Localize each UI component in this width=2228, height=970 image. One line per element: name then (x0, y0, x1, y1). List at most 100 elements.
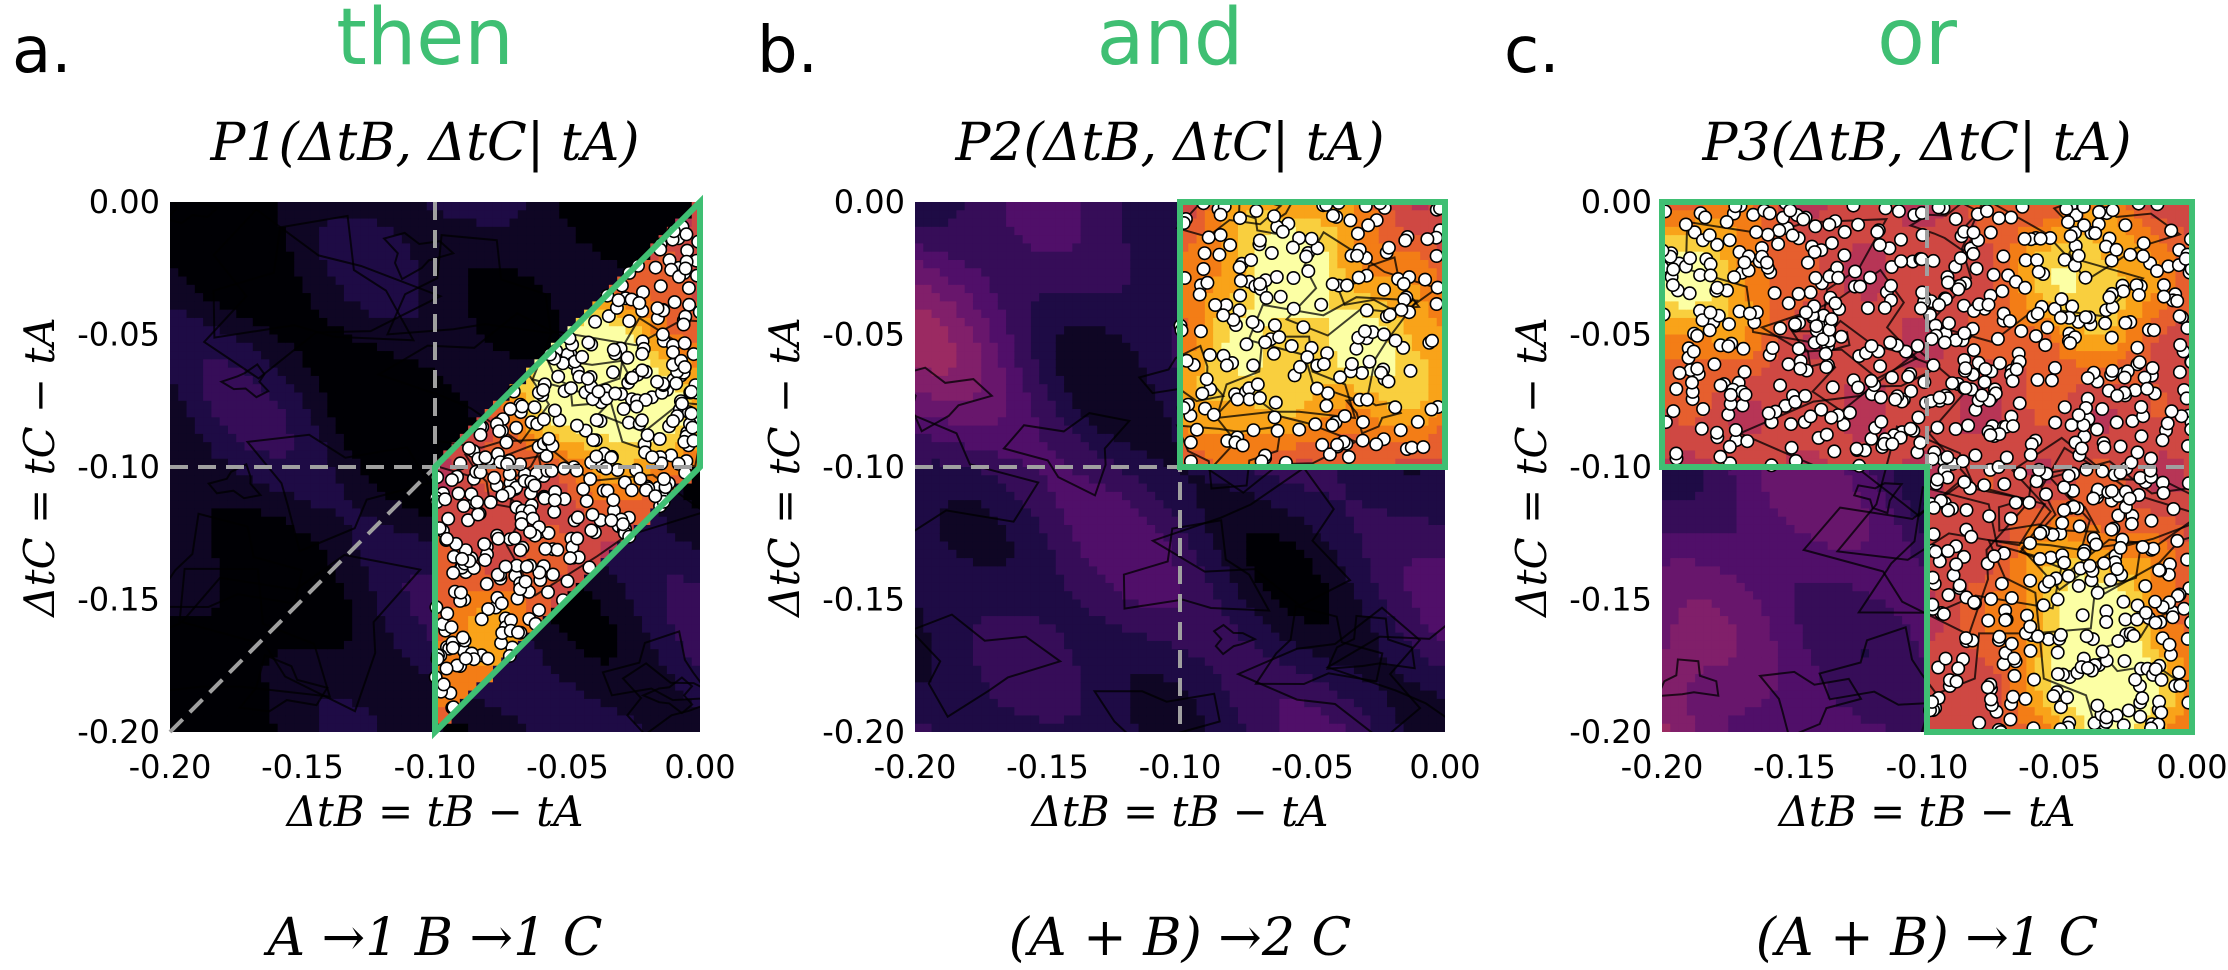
scatter-point (2155, 433, 2170, 448)
scatter-point (1212, 247, 1227, 262)
scatter-point (1800, 255, 1815, 270)
scatter-point (1992, 629, 2007, 644)
scatter-point (2090, 422, 2105, 437)
scatter-point (2104, 522, 2119, 537)
scatter-point (1350, 248, 1365, 263)
scatter-point (547, 403, 562, 418)
scatter-point (2132, 355, 2147, 370)
scatter-point (2078, 270, 2093, 285)
scatter-point (2018, 691, 2033, 706)
scatter-point (2144, 451, 2159, 466)
scatter-point (2071, 408, 2086, 423)
scatter-point (473, 427, 488, 442)
scatter-point (1936, 607, 1951, 622)
scatter-point (2075, 608, 2090, 623)
scatter-point (1322, 447, 1337, 462)
scatter-point (1351, 270, 1366, 285)
scatter-point (1292, 422, 1307, 437)
x-tick-label: -0.10 (1886, 748, 1969, 786)
scatter-point (1824, 410, 1839, 425)
scatter-point (1851, 380, 1866, 395)
scatter-point (455, 551, 470, 566)
scatter-point (1987, 549, 2002, 564)
scatter-point (1315, 437, 1330, 452)
scatter-point (2012, 396, 2027, 411)
scatter-point (2097, 556, 2112, 571)
scatter-point (1250, 377, 1265, 392)
scatter-point (1958, 380, 1973, 395)
scatter-point (523, 525, 538, 540)
scatter-point (2102, 290, 2117, 305)
y-tick-label: -0.20 (77, 713, 160, 751)
y-tick-labels: 0.00 -0.05 -0.10 -0.15 -0.20 (1569, 183, 1652, 751)
scatter-point (2065, 299, 2080, 314)
y-tick-labels: 0.00 -0.05 -0.10 -0.15 -0.20 (77, 183, 160, 751)
scatter-point (1999, 450, 2014, 465)
scatter-point (2079, 629, 2094, 644)
y-tick-label: -0.15 (822, 581, 905, 619)
scatter-point (1333, 370, 1348, 385)
scatter-point (1877, 300, 1892, 315)
scatter-point (2097, 440, 2112, 455)
highlight-region-outline (1177, 199, 1448, 470)
scatter-point (1196, 261, 1211, 276)
scatter-point (1275, 224, 1290, 239)
reaction-formula: (A + B) →1 C (1756, 908, 2098, 968)
scatter-point (575, 349, 590, 364)
scatter-point (1183, 435, 1198, 450)
scatter-point (2117, 654, 2132, 669)
scatter-point (1197, 246, 1212, 261)
scatter-point (1837, 225, 1852, 240)
scatter-point (453, 585, 468, 600)
scatter-point (1722, 233, 1737, 248)
scatter-point (591, 384, 606, 399)
scatter-point (2023, 536, 2038, 551)
logic-word: then (336, 0, 513, 83)
scatter-point (1374, 365, 1389, 380)
scatter-point (1860, 301, 1875, 316)
scatter-point (2099, 710, 2114, 725)
scatter-point (2089, 537, 2104, 552)
scatter-point (1894, 232, 1909, 247)
scatter-point (1264, 246, 1279, 261)
scatter-point (1864, 373, 1879, 388)
scatter-point (2173, 337, 2188, 352)
logic-word: or (1877, 0, 1958, 83)
scatter-point (1771, 237, 1786, 252)
x-tick-label: -0.15 (261, 748, 344, 786)
panel-1: -0.20 -0.15 -0.10 -0.05 0.000.00-0.05-0.10-0… (12, 0, 736, 968)
scatter-point (1269, 269, 1284, 284)
scatter-point (2116, 594, 2131, 609)
scatter-point (2090, 585, 2105, 600)
scatter-point (1941, 587, 1956, 602)
panel-letter: c. (1504, 14, 1560, 88)
scatter-point (2050, 645, 2065, 660)
scatter-point (1978, 361, 1993, 376)
scatter-point (2076, 546, 2091, 561)
scatter-point (1709, 425, 1724, 440)
scatter-point (681, 281, 696, 296)
x-tick-label: 0.00 (1409, 748, 1480, 786)
scatter-point (606, 493, 621, 508)
scatter-point (2029, 329, 2044, 344)
scatter-point (541, 431, 556, 446)
scatter-point (2135, 539, 2150, 554)
scatter-point (1284, 338, 1299, 353)
scatter-point (1873, 390, 1888, 405)
scatter-point (1959, 631, 1974, 646)
scatter-point (1904, 384, 1919, 399)
scatter-point (2006, 419, 2021, 434)
scatter-point (2003, 511, 2018, 526)
scatter-point (2053, 310, 2068, 325)
scatter-point (1966, 343, 1981, 358)
y-tick-label: 0.00 (834, 183, 905, 221)
scatter-point (1690, 328, 1705, 343)
scatter-point (2138, 605, 2153, 620)
scatter-point (1827, 444, 1842, 459)
scatter-point (1192, 287, 1207, 302)
scatter-point (1244, 253, 1259, 268)
y-axis-label: ΔtC = tC − tA (1507, 317, 1556, 618)
scatter-point (1784, 440, 1799, 455)
scatter-point (1992, 356, 2007, 371)
scatter-point (1388, 333, 1403, 348)
